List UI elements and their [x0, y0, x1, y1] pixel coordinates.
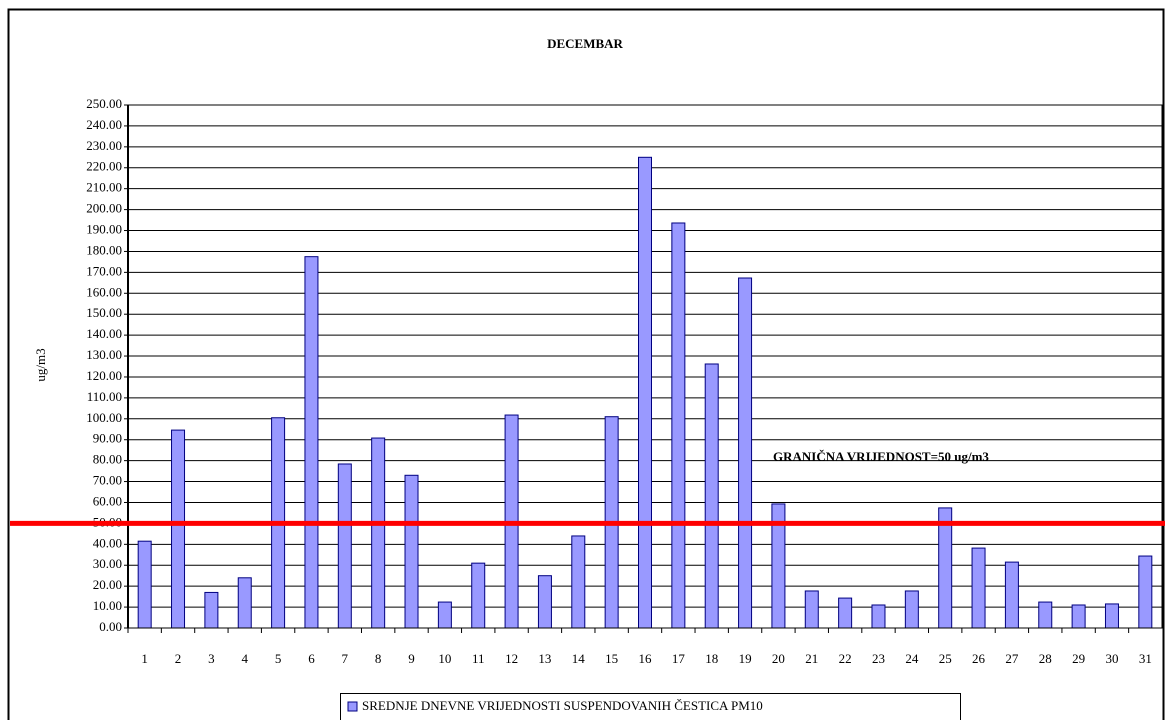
y-axis-label: ug/m3 — [33, 348, 48, 381]
bar — [137, 540, 152, 629]
y-tick-label: 250.00 — [86, 96, 122, 111]
x-tick-label: 30 — [1105, 651, 1118, 666]
x-tick-label: 19 — [739, 651, 752, 666]
x-tick-label: 11 — [472, 651, 485, 666]
x-tick-label: 5 — [275, 651, 282, 666]
bar — [471, 562, 486, 629]
x-tick-label: 10 — [438, 651, 451, 666]
bar — [838, 597, 853, 629]
x-tick-label: 16 — [639, 651, 653, 666]
y-tick-label: 100.00 — [86, 410, 122, 425]
x-tick-label: 8 — [375, 651, 382, 666]
y-tick-label: 10.00 — [93, 598, 122, 613]
bar — [804, 590, 819, 629]
y-tick-label: 70.00 — [93, 473, 122, 488]
bar — [971, 547, 986, 629]
y-tick-label: 210.00 — [86, 180, 122, 195]
bar — [1071, 604, 1086, 629]
bar — [738, 277, 753, 629]
bar — [537, 575, 552, 629]
y-tick-label: 40.00 — [93, 535, 122, 550]
x-tick-label: 12 — [505, 651, 518, 666]
x-tick-label: 21 — [805, 651, 818, 666]
x-tick-label: 1 — [141, 651, 148, 666]
threshold-label: GRANIČNA VRIJEDNOST=50 ug/m3 — [773, 449, 989, 464]
bar — [204, 591, 219, 629]
bar — [404, 474, 419, 629]
bar — [1138, 555, 1153, 629]
y-tick-label: 150.00 — [86, 305, 122, 320]
x-tick-label: 18 — [705, 651, 718, 666]
y-tick-label: 30.00 — [93, 556, 122, 571]
x-tick-label: 25 — [939, 651, 952, 666]
bar — [904, 590, 919, 629]
x-tick-label: 26 — [972, 651, 986, 666]
x-tick-label: 2 — [175, 651, 182, 666]
x-tick-label: 22 — [839, 651, 852, 666]
x-tick-label: 31 — [1139, 651, 1152, 666]
x-tick-label: 6 — [308, 651, 315, 666]
bar — [704, 363, 719, 629]
y-tick-label: 90.00 — [93, 431, 122, 446]
bar — [1004, 561, 1019, 629]
x-tick-label: 4 — [241, 651, 248, 666]
y-tick-label: 130.00 — [86, 347, 122, 362]
x-tick-label: 27 — [1005, 651, 1019, 666]
bar — [638, 156, 652, 629]
chart-border — [7, 8, 1165, 720]
legend-box — [340, 693, 961, 720]
legend-label: SREDNJE DNEVNE VRIJEDNOSTI SUSPENDOVANIH… — [362, 698, 763, 713]
y-tick-label: 110.00 — [87, 389, 122, 404]
bar — [938, 507, 953, 629]
y-tick-label: 220.00 — [86, 159, 122, 174]
y-tick-label: 120.00 — [86, 368, 122, 383]
y-tick-label: 170.00 — [86, 263, 122, 278]
bar — [1038, 601, 1053, 629]
x-tick-label: 9 — [408, 651, 415, 666]
x-tick-label: 14 — [572, 651, 586, 666]
bar — [571, 535, 586, 629]
y-tick-label: 80.00 — [93, 452, 122, 467]
y-tick-label: 140.00 — [86, 326, 122, 341]
x-tick-label: 20 — [772, 651, 785, 666]
bar — [671, 222, 686, 629]
x-tick-label: 3 — [208, 651, 215, 666]
legend-swatch — [347, 701, 358, 712]
x-tick-label: 15 — [605, 651, 618, 666]
chart-title: DECEMBAR — [547, 36, 623, 51]
x-tick-label: 17 — [672, 651, 686, 666]
y-tick-label: 60.00 — [93, 493, 122, 508]
bar — [304, 256, 319, 629]
bar — [1104, 603, 1119, 629]
x-tick-label: 23 — [872, 651, 885, 666]
bar — [237, 577, 252, 629]
y-tick-label: 190.00 — [86, 222, 122, 237]
y-tick-label: 200.00 — [86, 201, 122, 216]
y-tick-label: 230.00 — [86, 138, 122, 153]
y-tick-label: 160.00 — [86, 284, 122, 299]
y-tick-label: 180.00 — [86, 242, 122, 257]
bar — [371, 437, 386, 629]
y-tick-label: 20.00 — [93, 577, 122, 592]
x-tick-label: 24 — [905, 651, 919, 666]
y-tick-label: 240.00 — [86, 117, 122, 132]
bar — [871, 604, 886, 629]
bar — [437, 601, 452, 629]
x-tick-label: 7 — [342, 651, 349, 666]
bar — [171, 429, 186, 629]
bar — [337, 463, 352, 629]
x-tick-label: 28 — [1039, 651, 1052, 666]
x-tick-label: 29 — [1072, 651, 1085, 666]
y-tick-label: 0.00 — [99, 619, 122, 634]
x-tick-label: 13 — [538, 651, 551, 666]
